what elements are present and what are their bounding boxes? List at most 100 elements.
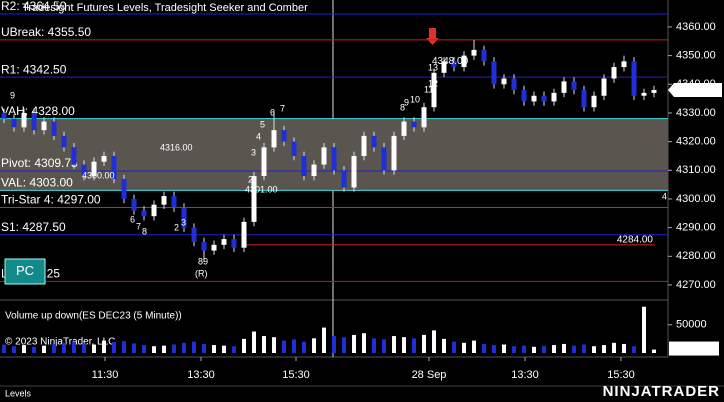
candle-body bbox=[411, 121, 417, 128]
volume-bar bbox=[542, 346, 546, 353]
level-label: S1: 4287.50 bbox=[1, 220, 66, 234]
volume-bar bbox=[372, 338, 376, 353]
candle-body bbox=[191, 227, 197, 242]
count-label: 7 bbox=[136, 221, 141, 231]
volume-box bbox=[669, 341, 719, 356]
count-label: 8 bbox=[142, 226, 147, 236]
volume-bar bbox=[172, 344, 176, 353]
level-label: Tri-Star 4: 4297.00 bbox=[1, 193, 101, 207]
candle-body bbox=[161, 196, 167, 205]
last-price: 4338.00 bbox=[677, 84, 717, 96]
last-volume: 6094 bbox=[676, 343, 700, 355]
candle-body bbox=[501, 78, 507, 85]
volume-bar bbox=[462, 342, 466, 353]
candle-body bbox=[121, 178, 127, 199]
volume-bar bbox=[112, 342, 116, 353]
candle-body bbox=[321, 147, 327, 165]
volume-bar bbox=[52, 343, 56, 353]
high-mark: 4348.00 bbox=[432, 56, 469, 67]
volume-bar bbox=[612, 342, 616, 353]
candle-body bbox=[431, 72, 437, 108]
y-tick-label: 4320.00 bbox=[676, 136, 716, 148]
count-label: 4 bbox=[256, 131, 261, 141]
count-label: 9 bbox=[10, 90, 15, 100]
level-label: UBreak: 4355.50 bbox=[1, 25, 91, 39]
candle-body bbox=[151, 204, 157, 217]
tab-label: Levels bbox=[5, 388, 32, 398]
candle-body bbox=[231, 239, 237, 248]
candle-body bbox=[581, 90, 587, 108]
volume-bar bbox=[572, 345, 576, 353]
y-tick-label: 4290.00 bbox=[676, 222, 716, 234]
count-label: (R) bbox=[195, 268, 208, 278]
pc-button[interactable]: PC bbox=[16, 263, 34, 278]
candle-body bbox=[131, 198, 137, 211]
signal-arrow bbox=[426, 28, 439, 45]
marker-label: 4300.00 bbox=[82, 170, 115, 180]
candle-body bbox=[511, 78, 517, 91]
volume-bar bbox=[452, 341, 456, 353]
volume-bar bbox=[142, 345, 146, 353]
volume-bar bbox=[192, 341, 196, 353]
candle-body bbox=[181, 207, 187, 228]
x-tick-label: 15:30 bbox=[607, 369, 635, 381]
level-label: R1: 4342.50 bbox=[1, 62, 67, 76]
count-label: 6 bbox=[130, 214, 135, 224]
candle-body bbox=[631, 61, 637, 96]
candle-body bbox=[381, 147, 387, 171]
volume-bar bbox=[502, 344, 506, 353]
count-label: 2 bbox=[174, 222, 179, 232]
target-label: 4284.00 bbox=[617, 234, 654, 245]
volume-bar bbox=[92, 344, 96, 353]
count-label: 9 bbox=[404, 97, 409, 107]
candle-body bbox=[441, 61, 447, 73]
volume-bar bbox=[272, 337, 276, 353]
candle-body bbox=[291, 141, 297, 156]
candle-body bbox=[451, 61, 457, 68]
candle-body bbox=[281, 130, 287, 142]
volume-bar bbox=[352, 334, 356, 353]
volume-bar bbox=[382, 339, 386, 353]
volume-bar bbox=[2, 344, 6, 353]
volume-bar bbox=[82, 343, 86, 353]
candle-body bbox=[101, 155, 107, 162]
candle-body bbox=[421, 107, 427, 128]
volume-bar bbox=[492, 345, 496, 353]
volume-bar bbox=[642, 306, 646, 353]
volume-bar bbox=[252, 331, 256, 353]
y-tick-label: 4360.00 bbox=[676, 21, 716, 33]
v-tick-label: 50000 bbox=[676, 319, 707, 331]
candle-body bbox=[11, 118, 17, 128]
x-tick-label: 15:30 bbox=[282, 369, 310, 381]
volume-bar bbox=[322, 327, 326, 353]
candle-body bbox=[331, 147, 337, 171]
x-tick-label: 13:30 bbox=[187, 369, 215, 381]
candle-body bbox=[141, 210, 147, 217]
volume-bar bbox=[512, 346, 516, 353]
y-tick-label: 4330.00 bbox=[676, 107, 716, 119]
volume-bar bbox=[152, 346, 156, 353]
candle-body bbox=[351, 155, 357, 188]
count-label: 12 bbox=[428, 78, 438, 88]
y-tick-label: 4310.00 bbox=[676, 164, 716, 176]
candle-body bbox=[21, 112, 27, 128]
volume-bar bbox=[202, 343, 206, 353]
volume-bar bbox=[482, 343, 486, 353]
candle-body bbox=[491, 61, 497, 85]
candle-body bbox=[541, 95, 547, 102]
level-label: VAH: 4328.00 bbox=[1, 104, 75, 118]
candle-body bbox=[651, 90, 657, 93]
level-label: Pivot: 4309.75 bbox=[1, 156, 78, 170]
volume-bar bbox=[292, 339, 296, 353]
candle-body bbox=[171, 196, 177, 208]
level-label: VAL: 4303.00 bbox=[1, 176, 73, 190]
pc-button-bg[interactable] bbox=[4, 258, 46, 285]
candle-body bbox=[1, 112, 7, 119]
candle-body bbox=[221, 239, 227, 245]
candle-body bbox=[471, 49, 477, 56]
copyright: © 2023 NinjaTrader, LLC bbox=[5, 337, 115, 348]
count-label: 3 bbox=[181, 217, 186, 227]
candle-body bbox=[261, 147, 267, 177]
volume-bar bbox=[332, 336, 336, 353]
